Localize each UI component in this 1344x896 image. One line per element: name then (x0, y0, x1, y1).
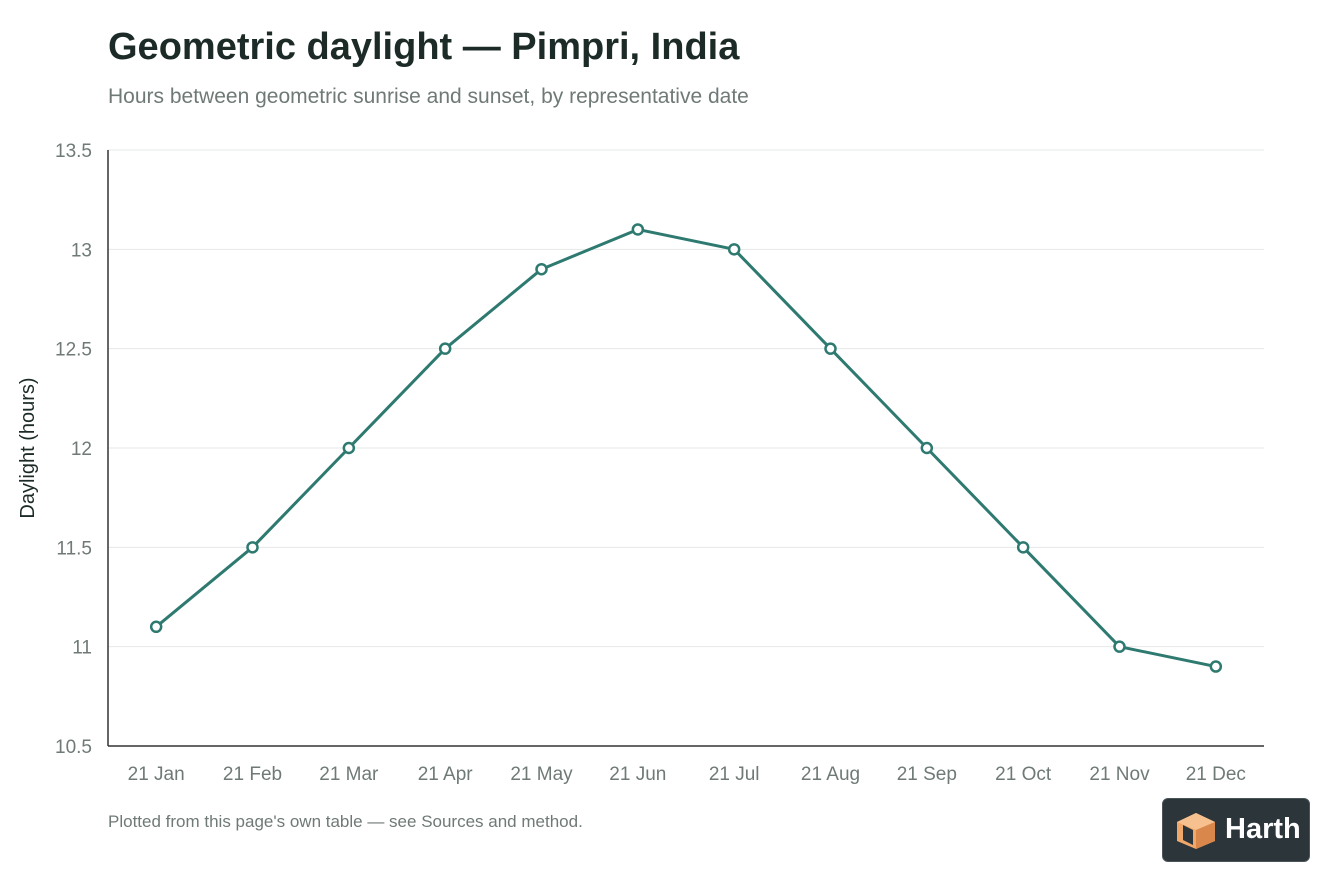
y-tick-label: 12.5 (55, 340, 92, 361)
data-point[interactable] (727, 243, 741, 256)
x-tick-label: 21 Apr (418, 764, 474, 785)
data-point[interactable] (824, 342, 837, 355)
x-tick-label: 21 Nov (1089, 764, 1150, 785)
data-point[interactable] (535, 262, 548, 276)
x-tick-label: 21 Mar (319, 764, 379, 785)
x-tick-label: 21 Aug (801, 764, 860, 785)
y-tick-label: 13.5 (55, 141, 92, 162)
y-axis-label: Daylight (hours) (17, 377, 39, 518)
axes (107, 150, 1264, 747)
y-tick-label: 11.5 (56, 538, 92, 559)
chart-title: Geometric daylight — Pimpri, India (108, 26, 740, 68)
y-tick-label: 11 (72, 638, 92, 659)
y-tick-label: 13 (71, 240, 92, 261)
y-tick-label: 10.5 (55, 737, 92, 758)
data-point[interactable] (1016, 541, 1030, 554)
cube-logo-icon (1177, 813, 1215, 849)
data-point[interactable] (631, 223, 645, 236)
x-tick-label: 21 Oct (995, 764, 1052, 785)
x-tick-label: 21 Jul (709, 764, 760, 785)
gridlines (108, 149, 1264, 648)
data-point[interactable] (920, 441, 934, 455)
x-tick-label: 21 Sep (897, 764, 957, 785)
data-point[interactable] (1113, 640, 1126, 653)
chart-subtitle: Hours between geometric sunrise and suns… (108, 85, 749, 108)
series-line (155, 227, 1217, 669)
logo-wordmark: Harth (1225, 813, 1301, 845)
data-point[interactable] (1209, 660, 1223, 673)
daylight-line-chart: 10.5 11 11.5 12 12.5 13 13.5 21 Jan 21 Feb 21 Ma… (17, 141, 1264, 785)
x-tick-label: 21 May (510, 764, 573, 785)
x-tick-label: 21 Feb (223, 764, 282, 785)
x-tick-labels: 21 Jan 21 Feb 21 Mar 21 Apr 21 May 21 Jun 21 J… (128, 764, 1246, 785)
data-point[interactable] (438, 342, 452, 355)
data-point[interactable] (246, 541, 259, 554)
y-tick-labels: 10.5 11 11.5 12 12.5 13 13.5 (55, 141, 92, 758)
footnote: Plotted from this page's own table — see… (108, 812, 583, 831)
harth-logo[interactable]: Harth (1162, 798, 1310, 862)
data-point[interactable] (342, 441, 356, 455)
series-daylight (149, 223, 1223, 673)
y-tick-label: 12 (71, 439, 92, 460)
x-tick-label: 21 Dec (1186, 764, 1246, 785)
data-point[interactable] (149, 620, 163, 634)
x-tick-label: 21 Jan (128, 764, 185, 785)
x-tick-label: 21 Jun (609, 764, 666, 785)
